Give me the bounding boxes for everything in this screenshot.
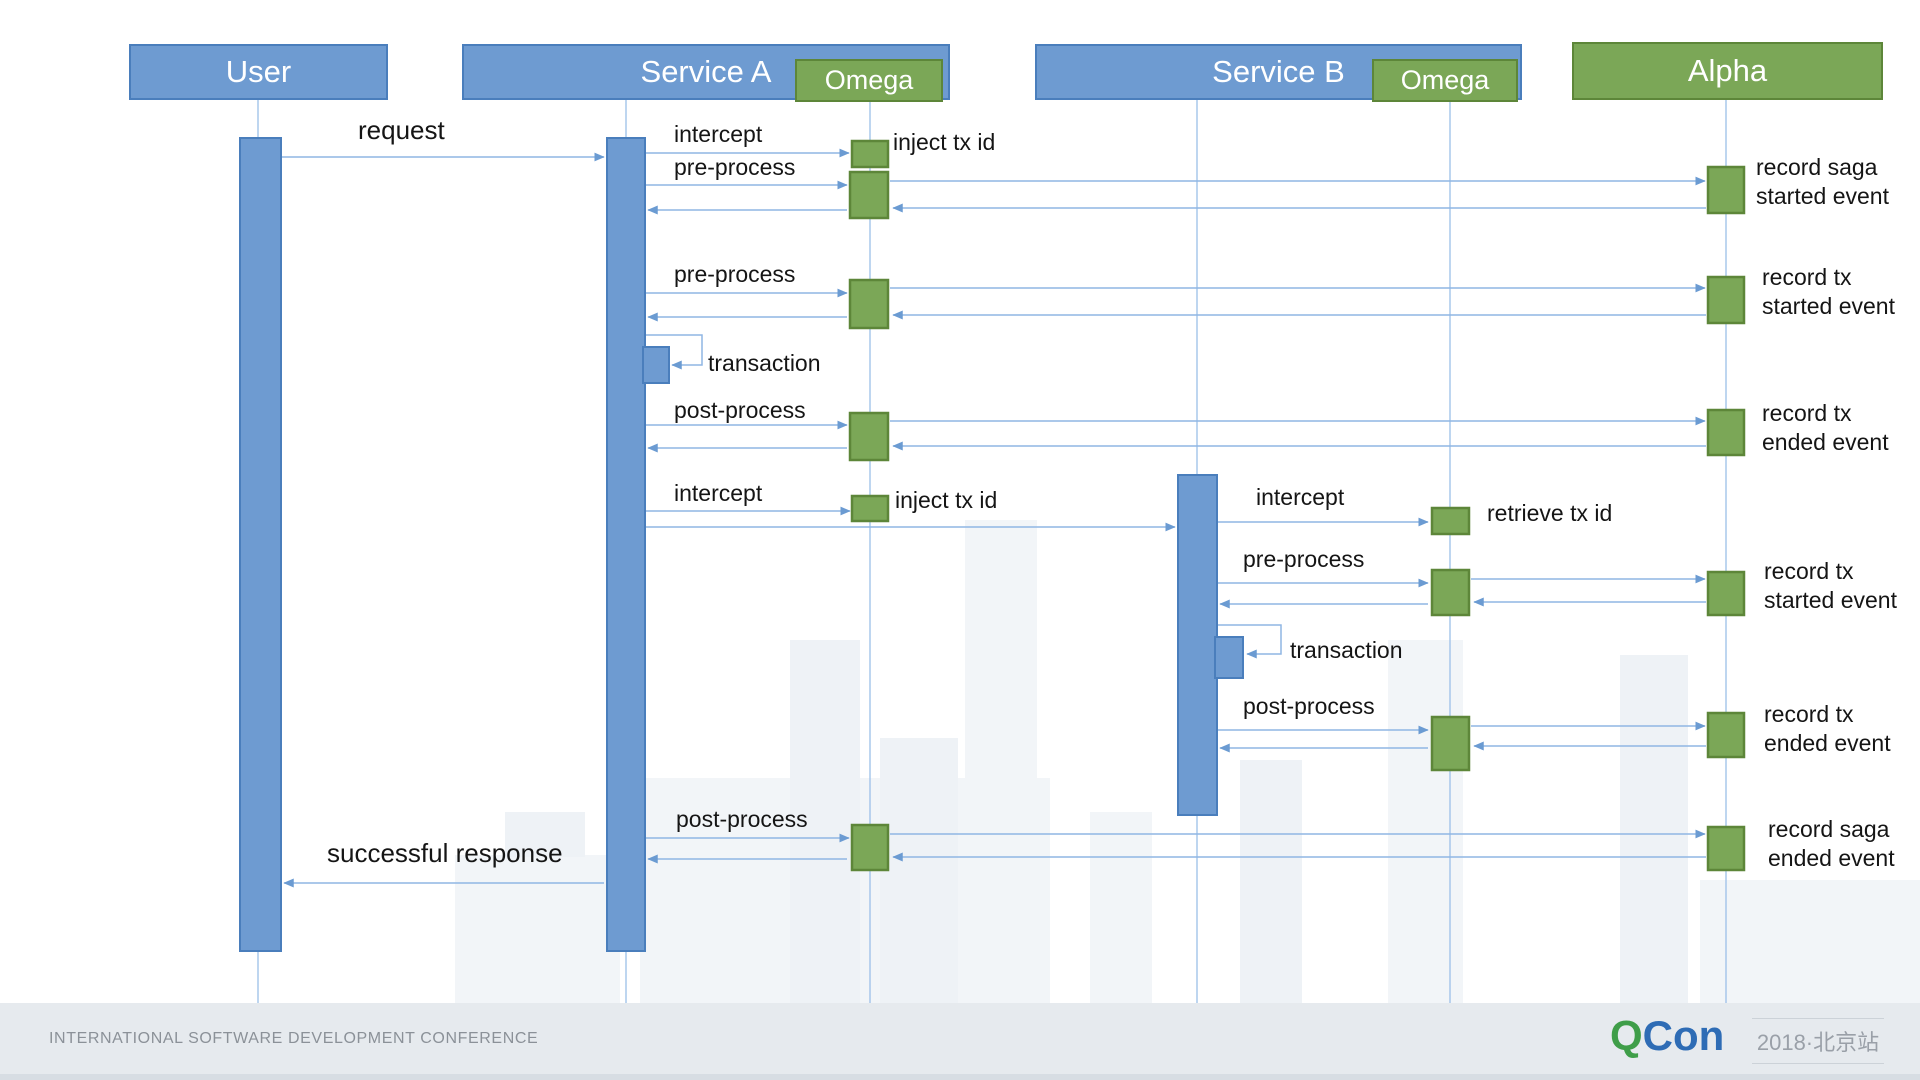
qcon-logo-q: Q [1610, 1012, 1643, 1059]
activation-omega-a-intercept1 [850, 139, 890, 169]
watermark-stairs [1700, 880, 1920, 1003]
watermark-tower-3 [790, 640, 860, 1003]
label-retrieve-tx-id: retrieve tx id [1487, 500, 1613, 526]
activation-service-b [1177, 474, 1218, 816]
lifelines [257, 100, 1727, 1048]
activation-alpha-tx-ended-a [1706, 408, 1746, 457]
activation-omega-b-postprocess [1430, 715, 1471, 772]
message-arrows [281, 148, 1706, 888]
label-post-process-a: post-process [674, 397, 806, 423]
activation-bars [239, 137, 1746, 952]
label-inject-tx-id-a2: inject tx id [895, 487, 998, 513]
participant-service-a-label: Service A [640, 54, 772, 89]
activation-omega-a-postprocess [848, 411, 890, 462]
label-transaction-a: transaction [708, 350, 821, 376]
activation-omega-a-postprocess-final [850, 823, 890, 872]
label-pre-process-a2: pre-process [674, 261, 796, 287]
qcon-logo-con: Con [1642, 1012, 1725, 1059]
participant-omega-a-label: Omega [824, 65, 914, 95]
participant-alpha-label: Alpha [1687, 53, 1768, 88]
label-record-tx-ended-b: record tx ended event [1764, 701, 1891, 756]
label-record-tx-started-b: record tx started event [1764, 558, 1897, 613]
watermark-pagoda [455, 855, 620, 1003]
label-successful-response: successful response [327, 838, 563, 868]
participant-omega-a: Omega [795, 59, 943, 102]
activation-omega-b-intercept [1430, 506, 1471, 536]
label-inject-tx-id-a1: inject tx id [893, 129, 996, 155]
label-pre-process-a1: pre-process [674, 154, 796, 180]
activation-alpha-tx-started-b [1706, 570, 1746, 617]
arrow-self-transaction-b [1217, 624, 1282, 659]
watermark-building-1 [1090, 812, 1152, 1003]
activation-alpha-saga-ended [1706, 825, 1746, 872]
label-record-tx-ended-a: record tx ended event [1762, 400, 1889, 455]
footer-bottom-strip [0, 1074, 1920, 1080]
activation-omega-a-preprocess2 [848, 278, 890, 330]
label-transaction-b: transaction [1290, 637, 1403, 663]
arrow-self-transaction-a [645, 334, 703, 370]
watermark-tower-1 [880, 738, 958, 1003]
label-pre-process-b: pre-process [1243, 546, 1365, 572]
watermark-building-4 [1620, 655, 1688, 1003]
activation-alpha-tx-started-a [1706, 275, 1746, 325]
activation-alpha-tx-ended-b [1706, 711, 1746, 759]
participant-user-label: User [225, 54, 292, 89]
label-post-process-b: post-process [1243, 693, 1375, 719]
conference-tagline: INTERNATIONAL SOFTWARE DEVELOPMENT CONFE… [49, 1030, 539, 1047]
activation-transaction-a [642, 346, 670, 384]
participant-omega-b: Omega [1372, 59, 1518, 102]
label-request: request [358, 115, 445, 145]
activation-omega-a-preprocess1 [848, 170, 890, 220]
participant-user: User [129, 44, 388, 100]
activation-omega-b-preprocess [1430, 568, 1471, 617]
label-post-process-final: post-process [676, 806, 808, 832]
activation-omega-a-intercept2 [850, 494, 890, 523]
participant-alpha: Alpha [1572, 42, 1883, 100]
activation-service-a [606, 137, 646, 952]
activation-transaction-b [1214, 636, 1244, 679]
conference-edition: 2018·北京站 [1752, 1018, 1884, 1064]
watermark-building-2 [1240, 760, 1302, 1003]
footer-band [0, 1003, 1920, 1080]
label-intercept-a1: intercept [674, 121, 763, 147]
activation-alpha-saga-started [1706, 165, 1746, 215]
label-record-saga-ended: record saga ended event [1768, 816, 1895, 871]
qcon-logo: QCon [1610, 1012, 1724, 1060]
participant-service-b-label: Service B [1212, 54, 1345, 89]
label-intercept-a2: intercept [674, 480, 763, 506]
label-intercept-b: intercept [1256, 484, 1345, 510]
participant-omega-b-label: Omega [1400, 65, 1490, 95]
watermark-pagoda-roof [505, 812, 585, 857]
label-record-saga-started: record saga started event [1756, 154, 1889, 209]
watermark-tower-2 [965, 520, 1037, 1003]
activation-user [239, 137, 282, 952]
label-record-tx-started-a: record tx started event [1762, 264, 1895, 319]
